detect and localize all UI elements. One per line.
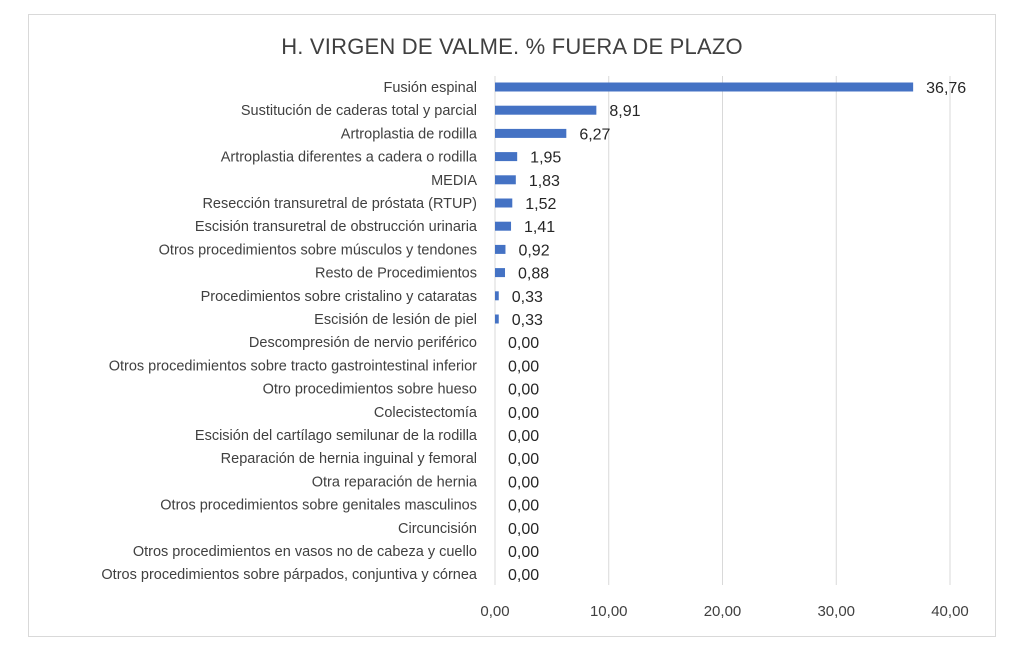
data-label: 0,33 [512, 312, 543, 329]
data-label: 0,00 [508, 451, 539, 468]
data-label: 0,00 [508, 567, 539, 584]
category-label: Escisión del cartílago semilunar de la r… [195, 428, 478, 444]
x-tick-label: 30,00 [817, 603, 855, 620]
data-label: 1,83 [529, 173, 560, 190]
category-label: Otro procedimientos sobre hueso [263, 382, 477, 398]
data-label: 0,88 [518, 266, 549, 283]
category-label: Colecistectomía [374, 405, 478, 421]
data-label: 0,00 [508, 521, 539, 538]
data-label: 1,95 [530, 150, 561, 167]
data-labels: 36,76 8,91 6,27 1,95 1,83 1,52 1,41 0,92 0,88 0,3… [508, 80, 966, 584]
bar [495, 221, 512, 231]
category-label: Descompresión de nervio periférico [249, 335, 477, 351]
category-label: Procedimientos sobre cristalino y catara… [201, 289, 477, 305]
category-label: Circuncisión [398, 521, 477, 537]
x-tick-label: 0,00 [480, 603, 509, 620]
category-label: Otros procedimientos sobre párpados, con… [101, 567, 478, 583]
data-label: 0,00 [508, 358, 539, 375]
category-label: Reparación de hernia inguinal y femoral [221, 451, 477, 467]
data-label: 0,00 [508, 498, 539, 515]
category-labels: Fusión espinal Sustitución de caderas tot… [101, 80, 478, 583]
data-label: 1,41 [524, 219, 555, 236]
data-label: 0,00 [508, 382, 539, 399]
bar [495, 198, 513, 208]
category-label: Artroplastia diferentes a cadera o rodil… [221, 150, 478, 166]
data-label: 0,00 [508, 544, 539, 561]
x-axis-tick-labels: 0,00 10,00 20,00 30,00 40,00 [480, 603, 968, 620]
data-label: 0,00 [508, 405, 539, 422]
bar [495, 268, 506, 278]
category-label: Sustitución de caderas total y parcial [241, 103, 477, 119]
category-label: Resección transuretral de próstata (RTUP… [202, 196, 477, 212]
grid-layer [494, 76, 951, 585]
category-label: Otros procedimientos sobre músculos y te… [159, 242, 477, 258]
chart-frame [28, 14, 996, 637]
category-label: MEDIA [431, 173, 477, 189]
bar [495, 128, 567, 138]
category-label: Otros procedimientos sobre tracto gastro… [109, 358, 477, 374]
x-tick-label: 10,00 [590, 603, 628, 620]
chart-title: H. VIRGEN DE VALME. % FUERA DE PLAZO [281, 34, 743, 59]
category-label: Resto de Procedimientos [315, 266, 477, 282]
bars-layer [495, 82, 914, 324]
data-label: 0,00 [508, 474, 539, 491]
bar [495, 105, 597, 115]
data-label: 1,52 [525, 196, 556, 213]
bar [495, 82, 914, 92]
bar [495, 291, 499, 301]
bar [495, 152, 518, 162]
category-label: Otra reparación de hernia [312, 474, 478, 490]
x-tick-label: 20,00 [704, 603, 742, 620]
category-label: Artroplastia de rodilla [341, 126, 478, 142]
data-label: 8,91 [609, 103, 640, 120]
bar [495, 314, 499, 324]
x-tick-label: 40,00 [931, 603, 969, 620]
data-label: 36,76 [926, 80, 966, 97]
category-label: Escisión transuretral de obstrucción uri… [195, 219, 478, 235]
category-label: Escisión de lesión de piel [314, 312, 477, 328]
category-label: Fusión espinal [384, 80, 478, 96]
data-label: 0,33 [512, 289, 543, 306]
bar [495, 244, 506, 254]
data-label: 0,00 [508, 428, 539, 445]
data-label: 0,92 [518, 242, 549, 259]
data-label: 6,27 [579, 126, 610, 143]
category-label: Otros procedimientos sobre genitales mas… [160, 498, 477, 514]
category-label: Otros procedimientos en vasos no de cabe… [133, 544, 477, 560]
data-label: 0,00 [508, 335, 539, 352]
bar [495, 175, 516, 185]
